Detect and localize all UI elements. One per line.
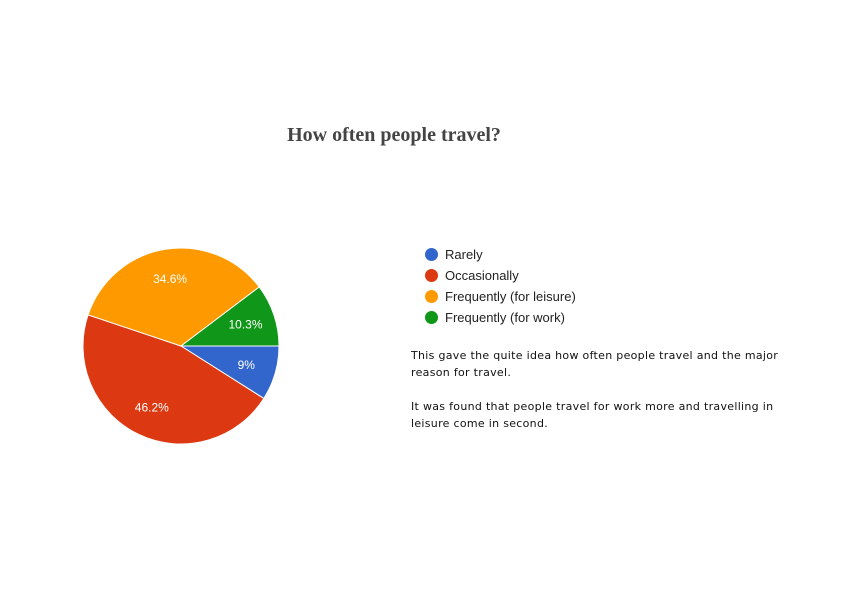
legend-swatch-rarely: [425, 248, 438, 261]
chart-legend: Rarely Occasionally Frequently (for leis…: [425, 244, 576, 328]
pie-slice-occasionally: [82, 314, 265, 445]
legend-swatch-occasionally: [425, 269, 438, 282]
legend-item-frequently-leisure: Frequently (for leisure): [425, 286, 576, 307]
pie-label-rarely: 9%: [238, 358, 256, 372]
pie-label-occasionally: 46.2%: [135, 400, 169, 414]
legend-swatch-frequently-leisure: [425, 290, 438, 303]
pie-slice-frequently-leisure: [87, 247, 260, 347]
legend-item-frequently-work: Frequently (for work): [425, 307, 576, 328]
legend-item-occasionally: Occasionally: [425, 265, 576, 286]
legend-label-frequently-leisure: Frequently (for leisure): [445, 289, 576, 304]
pie-label-frequently-work: 10.3%: [228, 317, 262, 331]
chart-notes: This gave the quite idea how often peopl…: [411, 347, 811, 449]
legend-label-occasionally: Occasionally: [445, 268, 519, 283]
pie-slice-frequently-work: [179, 286, 280, 347]
legend-item-rarely: Rarely: [425, 244, 576, 265]
legend-label-frequently-work: Frequently (for work): [445, 310, 565, 325]
chart-title: How often people travel?: [287, 124, 501, 146]
legend-swatch-frequently-work: [425, 311, 438, 324]
notes-paragraph-1: This gave the quite idea how often peopl…: [411, 349, 779, 379]
pie-label-frequently-leisure: 34.6%: [153, 272, 187, 286]
notes-paragraph-2: It was found that people travel for work…: [411, 400, 774, 430]
legend-label-rarely: Rarely: [445, 247, 483, 262]
